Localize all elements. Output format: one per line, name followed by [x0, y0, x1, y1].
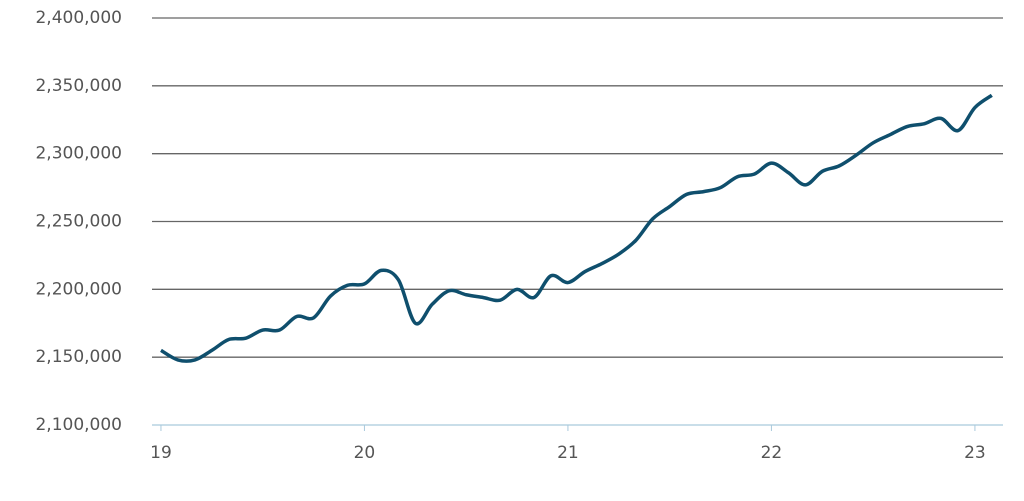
y-tick-label: 2,300,000 [35, 144, 122, 164]
x-tick-label: 22 [761, 443, 783, 463]
x-tick-label: 23 [964, 443, 986, 463]
x-tick-label: 21 [557, 443, 579, 463]
y-tick-label: 2,250,000 [35, 212, 122, 232]
y-tick-label: 2,150,000 [35, 347, 122, 367]
y-tick-label: 2,350,000 [35, 76, 122, 96]
x-tick-label: 20 [354, 443, 376, 463]
y-tick-label: 2,200,000 [35, 279, 122, 299]
y-tick-label: 2,100,000 [35, 415, 122, 435]
y-tick-label: 2,400,000 [35, 8, 122, 28]
data-line [160, 93, 993, 363]
x-tick-label: 19 [150, 443, 172, 463]
